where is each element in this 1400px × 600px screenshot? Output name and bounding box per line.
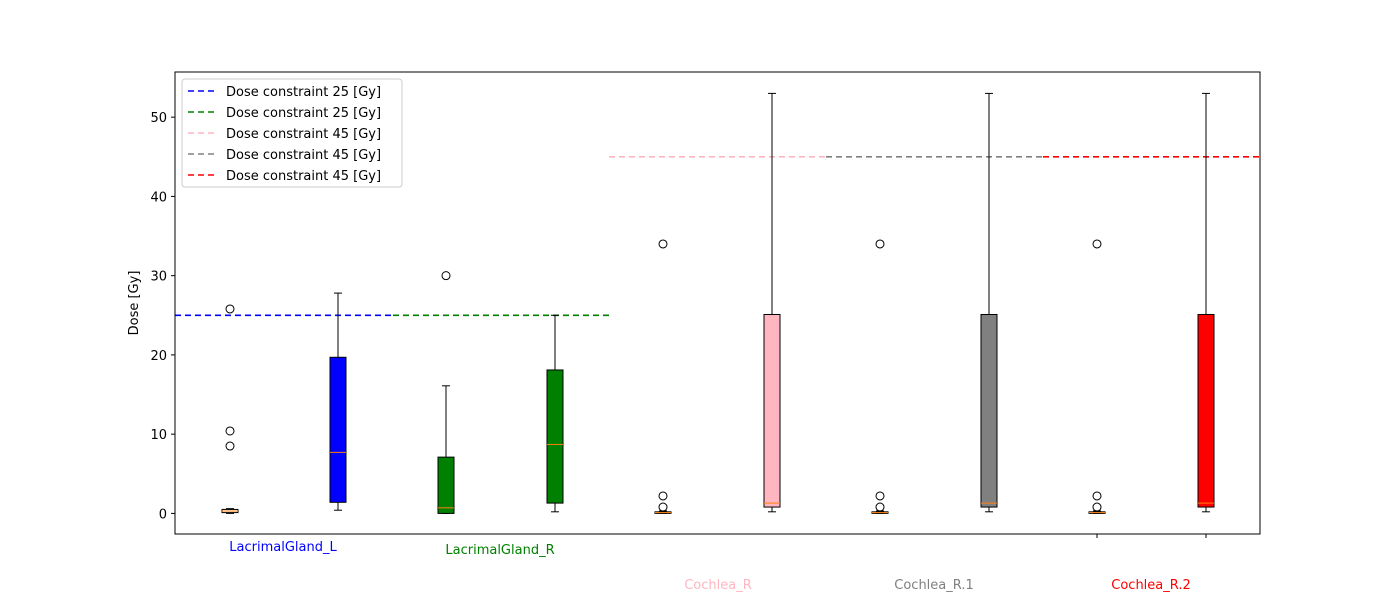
outlier-point xyxy=(225,441,235,451)
box-lacrimalgland-r xyxy=(437,271,455,514)
y-tick-label: 20 xyxy=(150,349,167,364)
outlier-point xyxy=(875,491,885,501)
box-lacrimalgland-l xyxy=(329,292,347,511)
box-cochlea-r-2 xyxy=(1088,239,1106,514)
x-group-label: Cochlea_R.1 xyxy=(894,578,973,593)
outlier-point xyxy=(658,502,668,512)
box-iqr xyxy=(980,313,998,508)
box-lacrimalgland-r xyxy=(546,314,564,513)
box-cochlea-r-2 xyxy=(1197,92,1215,513)
x-axis-group-labels: LacrimalGland_L LacrimalGland_R Cochlea_R C… xyxy=(229,534,1207,593)
legend-label: Dose constraint 45 [Gy] xyxy=(226,148,381,163)
outlier-point xyxy=(875,502,885,512)
y-tick-label: 30 xyxy=(150,270,167,285)
outlier-point xyxy=(658,239,668,249)
legend-label: Dose constraint 25 [Gy] xyxy=(226,106,381,121)
y-tick-label: 40 xyxy=(150,190,167,205)
y-tick-label: 0 xyxy=(159,507,167,522)
legend: Dose constraint 25 [Gy] Dose constraint 2… xyxy=(181,78,403,188)
box-iqr xyxy=(546,369,564,504)
plot-frame xyxy=(174,71,1261,535)
outlier-point xyxy=(225,304,235,314)
outlier-point xyxy=(1092,491,1102,501)
legend-frame xyxy=(181,78,403,188)
legend-label: Dose constraint 45 [Gy] xyxy=(226,169,381,184)
box-cochlea-r-1 xyxy=(980,92,998,513)
outlier-point xyxy=(875,239,885,249)
box-iqr xyxy=(1197,313,1215,508)
boxes-layer xyxy=(221,92,1215,514)
outlier-point xyxy=(225,426,235,436)
outlier-point xyxy=(1092,239,1102,249)
legend-label: Dose constraint 25 [Gy] xyxy=(226,85,381,100)
y-axis: 0 10 20 30 40 50 xyxy=(150,111,175,522)
x-group-label: LacrimalGland_L xyxy=(229,540,337,555)
box-cochlea-r-1 xyxy=(871,239,889,514)
box-cochlea-r xyxy=(654,239,672,514)
box-iqr xyxy=(437,456,455,514)
x-group-label: Cochlea_R.2 xyxy=(1111,578,1190,593)
outlier-point xyxy=(658,491,668,501)
box-iqr xyxy=(329,356,347,503)
x-group-label: Cochlea_R xyxy=(684,578,752,593)
box-lacrimalgland-l xyxy=(221,304,239,514)
x-group-label: LacrimalGland_R xyxy=(445,543,554,558)
y-axis-label: Dose [Gy] xyxy=(127,271,142,336)
outlier-point xyxy=(1092,502,1102,512)
y-tick-label: 50 xyxy=(150,111,167,126)
box-iqr xyxy=(763,313,781,508)
outlier-point xyxy=(441,271,451,281)
box-cochlea-r xyxy=(763,92,781,513)
legend-label: Dose constraint 45 [Gy] xyxy=(226,127,381,142)
y-tick-label: 10 xyxy=(150,428,167,443)
constraint-lines-layer xyxy=(175,155,1260,317)
